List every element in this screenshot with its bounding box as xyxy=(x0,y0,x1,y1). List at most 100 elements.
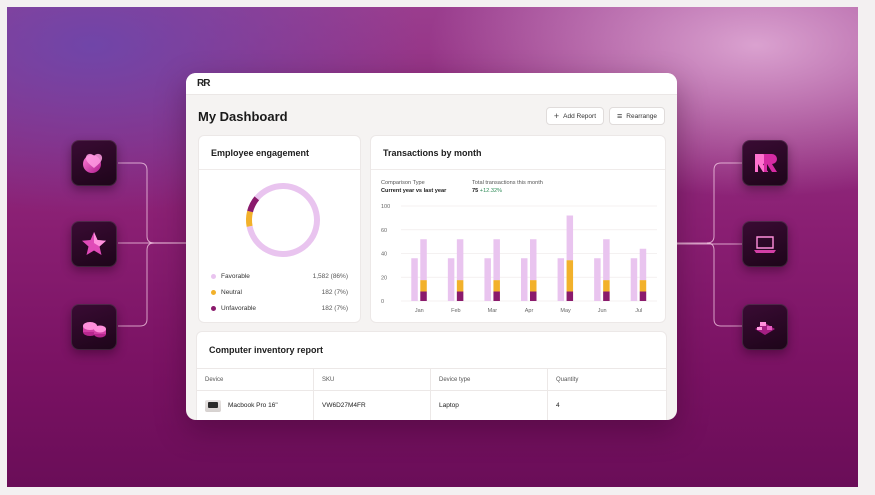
x-tick-label: May xyxy=(560,308,571,314)
app-logo[interactable]: RR xyxy=(197,78,210,89)
comparison-value[interactable]: Current year vs last year xyxy=(381,188,447,194)
bar-current-seg0-mar[interactable] xyxy=(493,291,500,302)
sku-cell: VW6D27M4FR xyxy=(314,391,431,420)
y-tick-label: 60 xyxy=(381,228,387,234)
bar-current-seg0-feb[interactable] xyxy=(456,291,464,302)
donut-slice-neutral xyxy=(246,210,254,227)
neutral-dot xyxy=(211,289,216,295)
favorable-dot xyxy=(211,273,216,279)
x-tick-label: Jul xyxy=(635,308,642,314)
legend-neutral: Neutral 182 (7%) xyxy=(211,284,348,300)
x-tick-label: Mar xyxy=(488,308,498,314)
bar-current-seg2-apr[interactable] xyxy=(530,239,537,281)
quantity-cell: 4 xyxy=(556,402,560,409)
star-badge-icon[interactable] xyxy=(71,221,117,267)
legend-value: 182 (7%) xyxy=(321,288,348,296)
table-row[interactable]: Macbook Pro 16" VW6D27M4FR Laptop 4 xyxy=(197,390,666,420)
bar-current-seg0-jul[interactable] xyxy=(639,291,647,302)
bar-last-year-may[interactable] xyxy=(557,258,565,301)
bar-current-seg1-jun[interactable] xyxy=(603,280,610,292)
bar-current-seg2-feb[interactable] xyxy=(456,239,464,281)
x-tick-label: Feb xyxy=(451,308,460,314)
top-bar: RR xyxy=(186,73,677,95)
bar-current-seg1-may[interactable] xyxy=(566,260,574,292)
bar-last-year-jun[interactable] xyxy=(594,258,601,301)
rearrange-label: Rearrange xyxy=(626,112,657,120)
transactions-card: Transactions by month Comparison Type Cu… xyxy=(370,135,666,323)
bar-current-seg2-may[interactable] xyxy=(566,215,574,261)
bar-current-seg2-mar[interactable] xyxy=(493,239,500,281)
y-tick-label: 40 xyxy=(381,252,387,258)
bar-current-seg1-jan[interactable] xyxy=(420,280,427,292)
engagement-title: Employee engagement xyxy=(211,148,310,158)
transactions-title: Transactions by month xyxy=(383,148,482,158)
column-header-device[interactable]: Device xyxy=(197,369,314,390)
inventory-table: Device SKU Device type Quantity Macbook … xyxy=(197,368,666,420)
page-title: My Dashboard xyxy=(198,108,288,124)
card-divider xyxy=(199,169,360,170)
inventory-card: Computer inventory report Device SKU Dev… xyxy=(196,331,667,420)
table-header-row: Device SKU Device type Quantity xyxy=(197,368,666,390)
total-info: Total transactions this month 75 +12.32% xyxy=(472,179,543,195)
laptop-thumbnail-icon xyxy=(205,399,221,412)
legend-unfavorable: Unfavorable 182 (7%) xyxy=(211,300,348,316)
inventory-title: Computer inventory report xyxy=(209,345,324,355)
bar-current-seg1-jul[interactable] xyxy=(639,280,647,292)
legend-label: Favorable xyxy=(221,272,250,280)
bar-current-seg1-apr[interactable] xyxy=(530,280,537,292)
bar-last-year-jul[interactable] xyxy=(630,258,638,301)
add-report-label: Add Report xyxy=(563,112,597,120)
column-header-device-type[interactable]: Device type xyxy=(431,369,548,390)
bar-current-seg0-jun[interactable] xyxy=(603,291,610,302)
bar-last-year-jan[interactable] xyxy=(411,258,418,301)
unfavorable-dot xyxy=(211,305,216,311)
bar-current-seg0-may[interactable] xyxy=(566,291,574,302)
heart-badge-icon[interactable] xyxy=(71,140,117,186)
engagement-legend: Favorable 1,582 (86%) Neutral 182 (7%) U… xyxy=(211,268,348,316)
rearrange-button[interactable]: ≡ Rearrange xyxy=(609,107,665,125)
bar-current-seg2-jan[interactable] xyxy=(420,239,427,281)
x-tick-label: Jan xyxy=(415,308,424,314)
column-header-sku[interactable]: SKU xyxy=(314,369,431,390)
y-tick-label: 100 xyxy=(381,204,390,210)
device-type-cell: Laptop xyxy=(431,391,548,420)
column-header-quantity[interactable]: Quantity xyxy=(556,376,579,383)
dashboard-header: My Dashboard + Add Report ≡ Rearrange xyxy=(198,106,665,126)
legend-value: 1,582 (86%) xyxy=(312,272,348,280)
plus-icon: + xyxy=(553,110,560,121)
legend-favorable: Favorable 1,582 (86%) xyxy=(211,268,348,284)
devices-stack-icon[interactable] xyxy=(742,304,788,350)
bar-current-seg2-jul[interactable] xyxy=(639,248,647,281)
employee-engagement-card: Employee engagement Favorable 1,582 (86%… xyxy=(198,135,361,323)
dashboard-window: RR My Dashboard + Add Report ≡ Rearrange… xyxy=(186,73,677,420)
bar-current-seg1-feb[interactable] xyxy=(456,280,464,292)
legend-value: 182 (7%) xyxy=(321,304,348,312)
donut-slice-favorable xyxy=(246,183,320,257)
legend-label: Unfavorable xyxy=(221,304,257,312)
bar-current-seg0-apr[interactable] xyxy=(530,291,537,302)
bar-last-year-mar[interactable] xyxy=(484,258,491,301)
rr-logo-tile-icon[interactable] xyxy=(742,140,788,186)
engagement-donut-chart xyxy=(246,183,320,257)
device-cell: Macbook Pro 16" xyxy=(197,391,314,420)
total-label: Total transactions this month xyxy=(472,180,543,186)
coins-stack-icon[interactable] xyxy=(71,304,117,350)
device-name: Macbook Pro 16" xyxy=(228,402,278,409)
comparison-info: Comparison Type Current year vs last yea… xyxy=(381,179,446,195)
bar-current-seg1-mar[interactable] xyxy=(493,280,500,292)
legend-label: Neutral xyxy=(221,288,242,296)
x-tick-label: Apr xyxy=(525,308,534,314)
bar-last-year-feb[interactable] xyxy=(447,258,455,301)
bar-current-seg2-jun[interactable] xyxy=(603,239,610,281)
transactions-bar-chart: 100 60 40 20 0 Jan Feb Mar Apr May Jun Jul xyxy=(381,204,657,314)
bar-current-seg0-jan[interactable] xyxy=(420,291,427,302)
total-value: 75 xyxy=(472,188,479,194)
laptop-icon[interactable] xyxy=(742,221,788,267)
y-tick-label: 20 xyxy=(381,275,387,281)
total-change: +12.32% xyxy=(479,188,503,194)
comparison-label: Comparison Type xyxy=(381,180,425,186)
add-report-button[interactable]: + Add Report xyxy=(545,107,605,125)
x-tick-label: Jun xyxy=(598,308,607,314)
menu-lines-icon: ≡ xyxy=(617,110,623,121)
bar-last-year-apr[interactable] xyxy=(521,258,528,301)
